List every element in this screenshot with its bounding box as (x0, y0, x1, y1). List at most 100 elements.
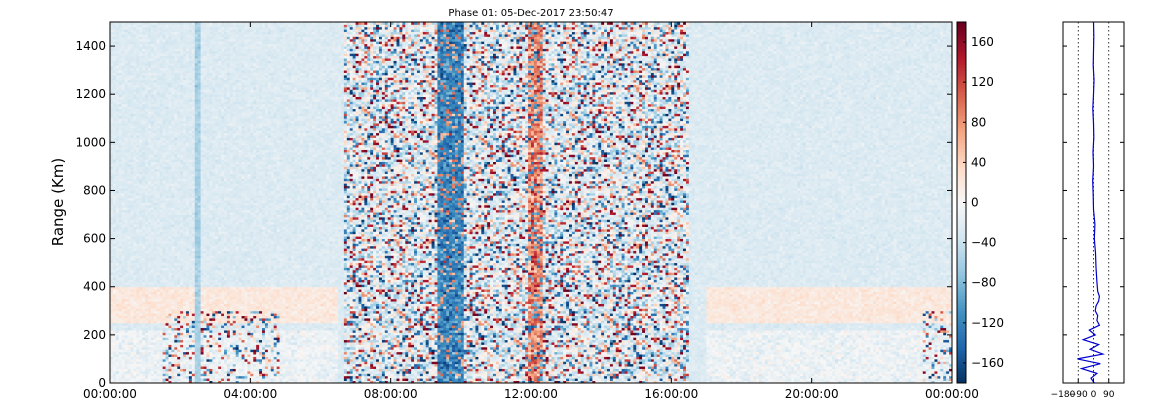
heatmap-cell (139, 282, 142, 285)
heatmap-cell (125, 75, 128, 78)
heatmap-cell (163, 354, 166, 357)
heatmap-cell (154, 308, 157, 311)
heatmap-cell (151, 280, 154, 283)
heatmap-cell (119, 133, 122, 136)
heatmap-cell (119, 253, 122, 256)
heatmap-cell (136, 24, 139, 27)
heatmap-cell (160, 369, 163, 372)
heatmap-cell (148, 166, 151, 169)
heatmap-cell (122, 178, 125, 181)
heatmap-cell (142, 128, 145, 131)
heatmap-cell (163, 46, 166, 49)
heatmap-cell (128, 135, 131, 138)
heatmap-cell (128, 109, 131, 112)
heatmap-cell (174, 154, 177, 157)
heatmap-cell (174, 188, 177, 191)
heatmap-cell (122, 94, 125, 97)
heatmap-cell (171, 111, 174, 114)
heatmap-cell (171, 280, 174, 283)
heatmap-cell (119, 68, 122, 71)
heatmap-cell (154, 280, 157, 283)
heatmap-cell (160, 162, 163, 165)
heatmap-cell (122, 284, 125, 287)
heatmap-cell (122, 195, 125, 198)
heatmap-cell (119, 340, 122, 343)
heatmap-cell (171, 193, 174, 196)
heatmap-cell (166, 29, 169, 32)
heatmap-cell (139, 352, 142, 355)
heatmap-cell (139, 328, 142, 331)
heatmap-cell (116, 364, 119, 367)
heatmap-cell (142, 212, 145, 215)
heatmap-cell (154, 27, 157, 30)
heatmap-cell (160, 154, 163, 157)
heatmap-cell (116, 99, 119, 102)
heatmap-cell (166, 125, 169, 128)
heatmap-cell (148, 65, 151, 68)
heatmap-cell (116, 280, 119, 283)
heatmap-cell (160, 215, 163, 218)
heatmap-cell (171, 316, 174, 319)
heatmap-cell (119, 147, 122, 150)
heatmap-cell (136, 282, 139, 285)
heatmap-cell (166, 162, 169, 165)
heatmap-cell (113, 316, 116, 319)
heatmap-cell (130, 258, 133, 261)
heatmap-cell (154, 99, 157, 102)
heatmap-cell (119, 337, 122, 340)
heatmap-cell (174, 306, 177, 309)
heatmap-cell (154, 330, 157, 333)
heatmap-cell (160, 142, 163, 145)
heatmap-cell (125, 130, 128, 133)
heatmap-cell (168, 171, 171, 174)
heatmap-cell (125, 296, 128, 299)
heatmap-cell (128, 243, 131, 246)
heatmap-cell (163, 258, 166, 261)
heatmap-cell (160, 325, 163, 328)
heatmap-cell (154, 311, 157, 314)
heatmap-cell (174, 80, 177, 83)
heatmap-cell (122, 135, 125, 138)
heatmap-cell (157, 373, 160, 376)
heatmap-cell (171, 354, 174, 357)
heatmap-cell (125, 376, 128, 379)
heatmap-cell (166, 200, 169, 203)
heatmap-cell (151, 251, 154, 254)
heatmap-cell (148, 133, 151, 136)
heatmap-cell (168, 234, 171, 237)
heatmap-cell (136, 171, 139, 174)
heatmap-cell (157, 99, 160, 102)
heatmap-cell (113, 68, 116, 71)
heatmap-cell (142, 332, 145, 335)
heatmap-cell (163, 92, 166, 95)
heatmap-cell (119, 227, 122, 230)
heatmap-cell (128, 61, 131, 64)
chart-title: Phase 01: 05-Dec-2017 23:50:47 (448, 8, 613, 19)
heatmap-cell (151, 277, 154, 280)
heatmap-cell (174, 169, 177, 172)
heatmap-cell (119, 80, 122, 83)
heatmap-cell (163, 313, 166, 316)
heatmap-cell (148, 75, 151, 78)
heatmap-cell (136, 44, 139, 47)
heatmap-cell (168, 320, 171, 323)
heatmap-cell (119, 70, 122, 73)
heatmap-cell (136, 284, 139, 287)
heatmap-cell (145, 219, 148, 222)
heatmap-cell (119, 304, 122, 307)
heatmap-cell (163, 361, 166, 364)
heatmap-cell (157, 292, 160, 295)
heatmap-cell (145, 80, 148, 83)
heatmap-cell (130, 186, 133, 189)
heatmap-cell (145, 308, 148, 311)
heatmap-cell (160, 198, 163, 201)
heatmap-cell (151, 58, 154, 61)
heatmap-cell (130, 284, 133, 287)
heatmap-cell (163, 169, 166, 172)
heatmap-cell (142, 109, 145, 112)
heatmap-cell (113, 181, 116, 184)
heatmap-cell (154, 352, 157, 355)
heatmap-cell (113, 296, 116, 299)
heatmap-cell (125, 255, 128, 258)
heatmap-cell (154, 265, 157, 268)
